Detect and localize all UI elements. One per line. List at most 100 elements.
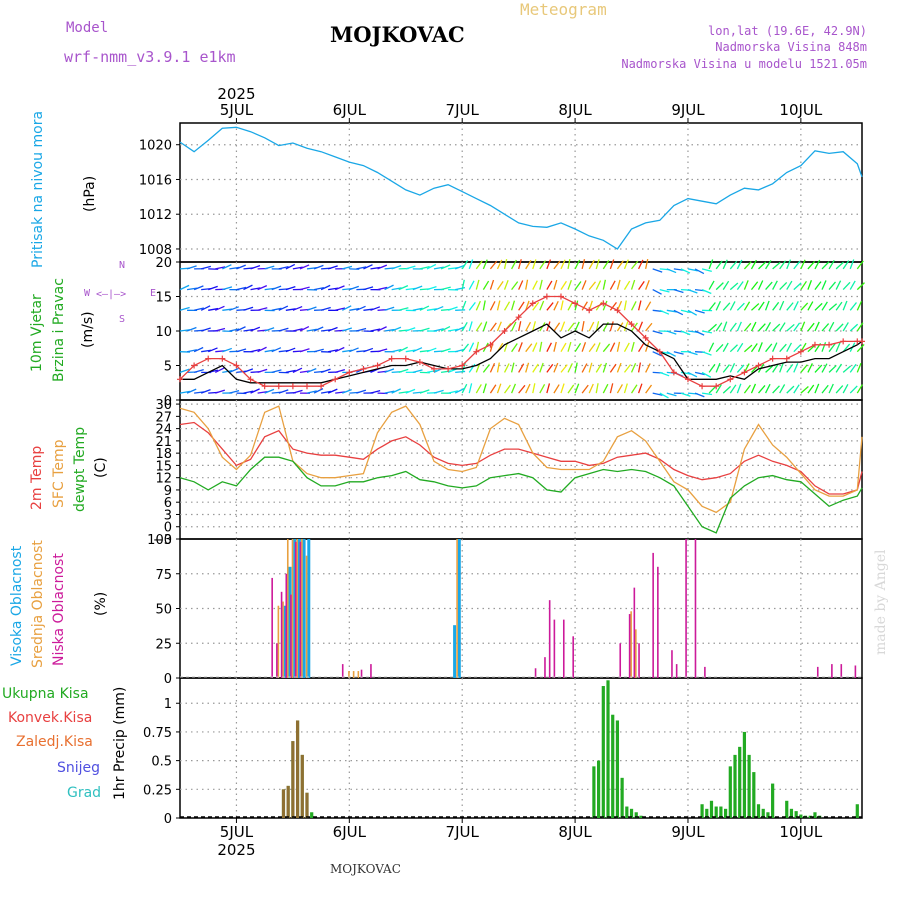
y-tick-label: 6 xyxy=(164,496,172,511)
precip-bar-ukupna-kisa xyxy=(709,800,714,818)
y-tick-label: 10 xyxy=(155,325,172,340)
wind-arrow xyxy=(637,300,642,311)
wind-arrow xyxy=(750,321,757,332)
wind-arrow xyxy=(736,383,742,394)
wind-arrow xyxy=(736,259,743,270)
panel-frame-precip xyxy=(179,677,863,819)
wind-arrow xyxy=(356,389,367,394)
wind-arrow xyxy=(553,384,560,394)
wind-arrow xyxy=(511,343,518,353)
wind-arrow xyxy=(306,306,317,311)
wind-arrow xyxy=(645,258,649,270)
wind-arrow xyxy=(595,363,603,373)
wind-arrow xyxy=(842,260,850,270)
top-day-label: 10JUL xyxy=(779,101,822,119)
precip-bar-ukupna-kisa xyxy=(771,783,775,818)
wind-arrow xyxy=(708,385,717,394)
wind-arrow xyxy=(419,327,430,332)
wind-arrow xyxy=(856,343,865,353)
wind-arrow xyxy=(694,371,705,376)
wind-arrow xyxy=(553,362,559,373)
wind-arrow xyxy=(807,384,815,394)
wind-arrow xyxy=(461,383,468,394)
cloud-bar-niska-oblacnost xyxy=(562,619,565,678)
y-tick-label: 12 xyxy=(155,472,172,487)
wind-arrow xyxy=(327,388,338,394)
wind-arrow xyxy=(264,327,275,332)
wind-arrow xyxy=(772,385,780,394)
wind-arrow xyxy=(701,392,713,396)
wind-arrow xyxy=(447,390,458,394)
wind-arrow xyxy=(779,260,787,270)
wind-arrow xyxy=(786,385,795,394)
precip-bar-ukupna-kisa xyxy=(310,812,314,818)
precip-legend-hail: Grad xyxy=(67,785,102,801)
wind-arrow xyxy=(821,261,830,270)
top-day-label: 5JUL xyxy=(220,101,254,119)
wind-arrow xyxy=(525,279,529,290)
gust-marker xyxy=(219,355,226,362)
wind-arrow xyxy=(412,347,423,353)
wind-arrow xyxy=(821,342,827,352)
wind-arrow xyxy=(757,280,764,290)
wind-arrow xyxy=(525,362,530,373)
wind-arrow xyxy=(715,300,722,311)
wind-arrow xyxy=(398,307,409,311)
precip-bar-ukupna-kisa xyxy=(728,766,732,818)
wind-arrow xyxy=(793,260,801,270)
precip-legend-freezing: Zaledj.Kisa xyxy=(16,734,93,750)
wind-arrow-field xyxy=(179,258,865,399)
wind-arrow xyxy=(278,389,289,394)
cloud-bar-niska-oblacnost xyxy=(294,541,297,678)
wind-arrow xyxy=(306,390,317,394)
wind-arrow xyxy=(229,328,240,332)
compass-s: S xyxy=(119,314,126,325)
wind-arrow xyxy=(236,326,246,332)
wind-arrow xyxy=(779,362,784,373)
wind-arrow xyxy=(391,388,401,394)
wind-arrow xyxy=(645,363,651,373)
wind-arrow xyxy=(750,259,757,270)
wind-arrow xyxy=(525,321,532,332)
wind-arrow xyxy=(595,259,600,270)
wind-arrow xyxy=(779,300,785,311)
wind-arrow xyxy=(750,383,757,394)
y-tick-label: 3 xyxy=(164,508,172,523)
wind-arrow xyxy=(285,263,296,270)
wind-arrow xyxy=(482,300,486,311)
cloud-bar-niska-oblacnost xyxy=(628,614,631,678)
wind-arrow xyxy=(503,258,508,270)
cloud-bar-srednja-oblacnost xyxy=(301,539,303,678)
wind-arrow xyxy=(243,328,254,332)
wind-arrow xyxy=(715,322,723,332)
wind-arrow xyxy=(630,363,637,373)
wind-arrow xyxy=(320,390,332,394)
wind-arrow xyxy=(546,383,551,394)
wind-arrow xyxy=(736,281,744,290)
wind-arrow xyxy=(299,348,310,353)
wind-arrow xyxy=(849,323,859,332)
wind-arrow xyxy=(215,327,226,332)
precip-bar-ukupna-kisa xyxy=(799,814,803,818)
wind-arrow xyxy=(708,280,715,290)
wind-arrow xyxy=(179,390,190,394)
wind-arrow xyxy=(243,306,254,311)
wind-arrow xyxy=(546,342,552,352)
wind-arrow xyxy=(503,301,511,311)
wind-arrow xyxy=(835,363,843,373)
wind-arrow xyxy=(807,363,813,373)
wind-arrow xyxy=(743,322,752,332)
wind-arrow xyxy=(609,280,616,290)
wind-arrow xyxy=(384,284,394,291)
y-tick-label: 1012 xyxy=(139,208,172,223)
gust-marker xyxy=(769,355,776,362)
wind-arrow xyxy=(320,284,331,291)
wind-arrow xyxy=(814,321,820,332)
wind-arrow xyxy=(588,362,593,373)
wind-arrow xyxy=(729,322,737,332)
cloud-bar-srednja-oblacnost xyxy=(352,671,355,678)
wind-arrow xyxy=(363,264,373,270)
wind-arrow xyxy=(250,326,261,332)
wind-arrow xyxy=(623,342,630,353)
precip-bar-konvek-kisa xyxy=(295,720,300,818)
